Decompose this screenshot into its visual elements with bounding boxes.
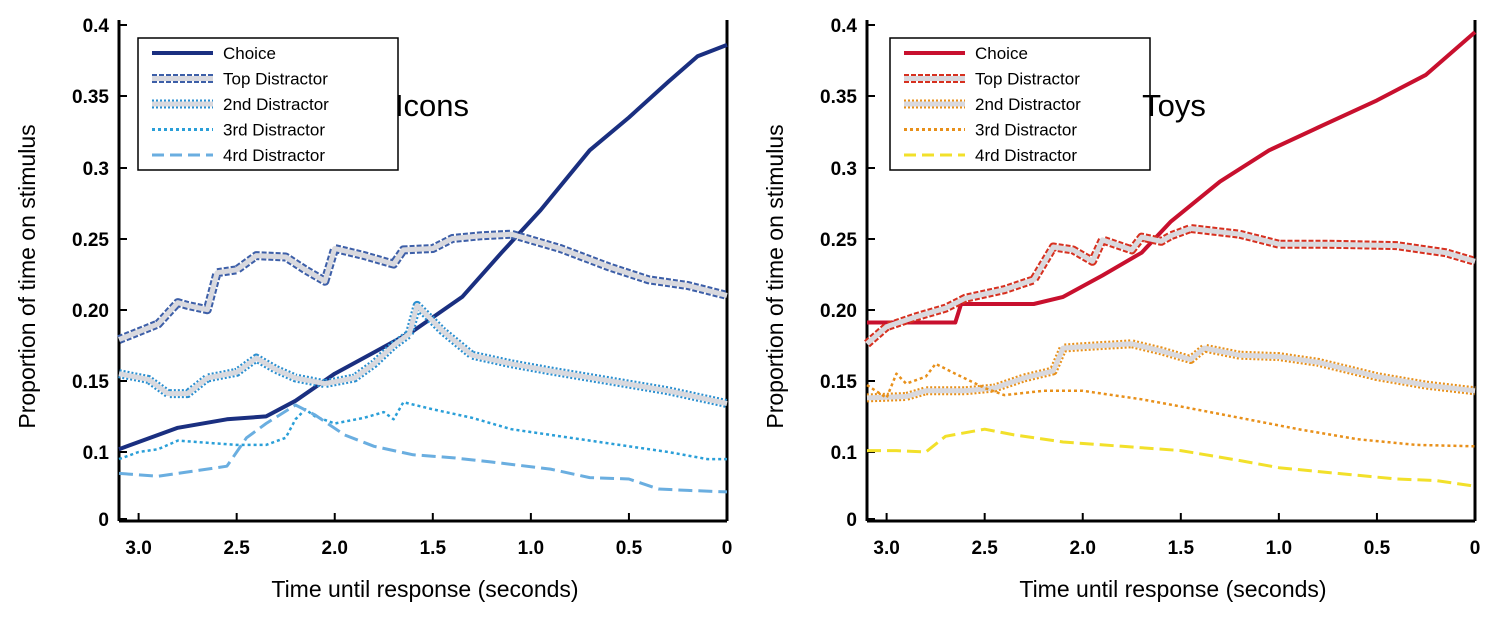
y-tick-label: 0: [846, 510, 857, 531]
y-tick-label: 0.15: [72, 372, 109, 393]
x-tick-label: 2.0: [1070, 538, 1096, 559]
toys-chart: 0 0.1 0.15 0.20 0.25 0.3 0.35 0.4 3.0 2.5 2.0 1.5 1.…: [762, 16, 1481, 602]
x-tick-label: 0.5: [616, 538, 643, 559]
x-axis-label: Time until response (seconds): [1019, 576, 1326, 602]
legend-label-3rd-distractor: 3rd Distractor: [223, 121, 325, 140]
y-tick-label: 0.25: [72, 230, 109, 251]
series-top-distractor-inner-line: [118, 231, 728, 342]
y-tick-label: 0.1: [831, 443, 858, 464]
legend-label-top-distractor: Top Distractor: [223, 70, 328, 89]
legend-label-4rd-distractor: 4rd Distractor: [975, 146, 1077, 165]
legend-label-3rd-distractor: 3rd Distractor: [975, 121, 1077, 140]
x-tick-label: 1.5: [1168, 538, 1195, 559]
y-tick-label: 0.20: [72, 301, 109, 322]
x-tick-label: 0.5: [1364, 538, 1391, 559]
legend: Choice Top Distractor 2nd Distractor 3rd Di…: [889, 37, 1151, 171]
x-tick-label: 2.5: [223, 538, 250, 559]
series-3rd-distractor-line: [118, 400, 727, 461]
series-2nd-distractor-inner-line: [118, 302, 728, 407]
y-tick-label: 0.4: [83, 16, 110, 37]
series-choice-line: [118, 43, 728, 452]
series-group: [864, 30, 1477, 488]
y-tick-label: 0.15: [820, 372, 857, 393]
y-tick-label: 0.3: [831, 159, 857, 180]
y-tick-label: 0.3: [83, 159, 109, 180]
y-tick-label: 0.4: [831, 16, 858, 37]
legend-label-4rd-distractor: 4rd Distractor: [223, 146, 325, 165]
series-2nd-distractor-outer-line: [118, 300, 728, 408]
x-tick-label: 3.0: [873, 538, 899, 559]
legend-label-choice: Choice: [223, 44, 276, 63]
x-tick-label: 1.0: [1266, 538, 1292, 559]
y-tick-label: 0.20: [820, 301, 857, 322]
x-tick-label: 3.0: [125, 538, 151, 559]
series-3rd-distractor-line: [866, 362, 1476, 448]
y-tick-label: 0.25: [820, 230, 857, 251]
series-4rd-distractor-line: [118, 403, 728, 494]
y-axis-label: Proportion of time on stimulus: [762, 124, 788, 428]
chart-title: Icons: [395, 88, 469, 123]
legend-label-choice: Choice: [975, 44, 1028, 63]
icons-chart-panel: 0 0.1 0.15 0.20 0.25 0.3 0.35 0.4 3.0 2.5 2.0 1.5 1.…: [0, 0, 748, 619]
y-tick-label: 0.35: [72, 87, 109, 108]
series-top-distractor-inner-line: [865, 226, 1476, 346]
x-tick-label: 0: [722, 538, 733, 559]
x-axis-label: Time until response (seconds): [271, 576, 578, 602]
x-tick-label: 2.0: [322, 538, 348, 559]
chart-title: Toys: [1142, 88, 1206, 123]
y-tick-label: 0.35: [820, 87, 857, 108]
toys-chart-panel: 0 0.1 0.15 0.20 0.25 0.3 0.35 0.4 3.0 2.5 2.0 1.5 1.…: [748, 0, 1497, 619]
y-axis-label: Proportion of time on stimulus: [14, 124, 40, 428]
legend-label-2nd-distractor: 2nd Distractor: [223, 95, 329, 114]
x-tick-label: 1.5: [420, 538, 447, 559]
x-tick-label: 2.5: [971, 538, 998, 559]
series-group: [117, 43, 729, 494]
y-tick-label: 0.1: [83, 443, 110, 464]
x-tick-label: 1.0: [518, 538, 544, 559]
legend: Choice Top Distractor 2nd Distractor 3rd Di…: [137, 37, 399, 171]
series-4rd-distractor-line: [867, 427, 1476, 488]
series-2nd-distractor-inner-line: [866, 341, 1476, 401]
x-tick-label: 0: [1470, 538, 1481, 559]
icons-chart: 0 0.1 0.15 0.20 0.25 0.3 0.35 0.4 3.0 2.5 2.0 1.5 1.…: [14, 16, 733, 602]
y-tick-label: 0: [98, 510, 109, 531]
legend-label-top-distractor: Top Distractor: [975, 70, 1080, 89]
legend-label-2nd-distractor: 2nd Distractor: [975, 95, 1081, 114]
